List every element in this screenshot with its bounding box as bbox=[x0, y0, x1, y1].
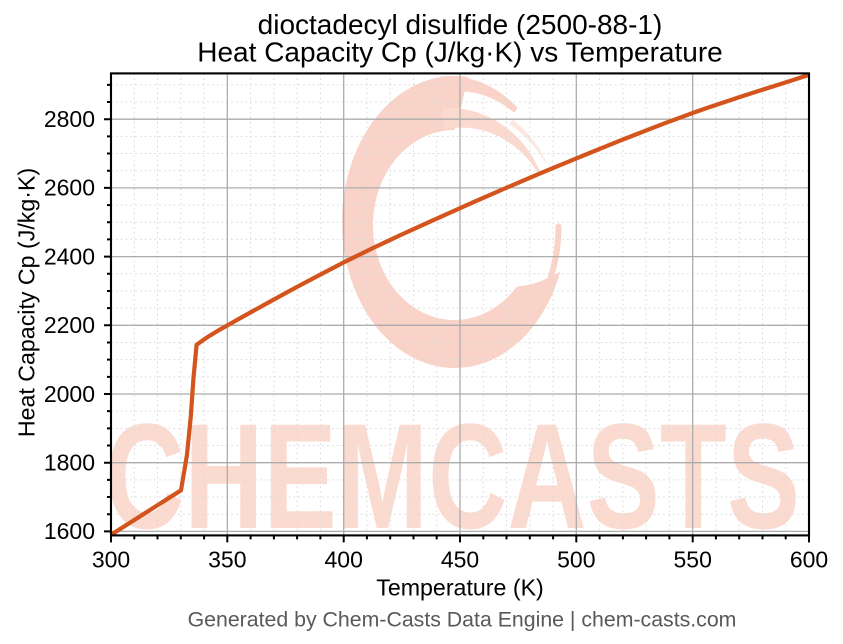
svg-text:Heat Capacity Cp (J/kg·K): Heat Capacity Cp (J/kg·K) bbox=[14, 168, 40, 437]
svg-text:550: 550 bbox=[674, 546, 712, 572]
svg-text:Heat Capacity Cp (J/kg·K) vs T: Heat Capacity Cp (J/kg·K) vs Temperature bbox=[197, 37, 722, 68]
svg-text:2400: 2400 bbox=[44, 243, 95, 269]
svg-text:1600: 1600 bbox=[44, 518, 95, 544]
svg-text:2000: 2000 bbox=[44, 381, 95, 407]
svg-text:600: 600 bbox=[790, 546, 828, 572]
svg-text:500: 500 bbox=[557, 546, 595, 572]
svg-text:450: 450 bbox=[441, 546, 479, 572]
svg-text:2200: 2200 bbox=[44, 312, 95, 338]
svg-text:2600: 2600 bbox=[44, 175, 95, 201]
svg-text:Generated by Chem-Casts Data E: Generated by Chem-Casts Data Engine | ch… bbox=[188, 607, 737, 631]
svg-text:350: 350 bbox=[208, 546, 246, 572]
svg-text:2800: 2800 bbox=[44, 106, 95, 132]
svg-text:400: 400 bbox=[325, 546, 363, 572]
svg-text:Temperature (K): Temperature (K) bbox=[376, 574, 544, 600]
svg-text:1800: 1800 bbox=[44, 450, 95, 476]
svg-text:dioctadecyl disulfide (2500-88: dioctadecyl disulfide (2500-88-1) bbox=[258, 9, 663, 40]
svg-text:300: 300 bbox=[92, 546, 130, 572]
